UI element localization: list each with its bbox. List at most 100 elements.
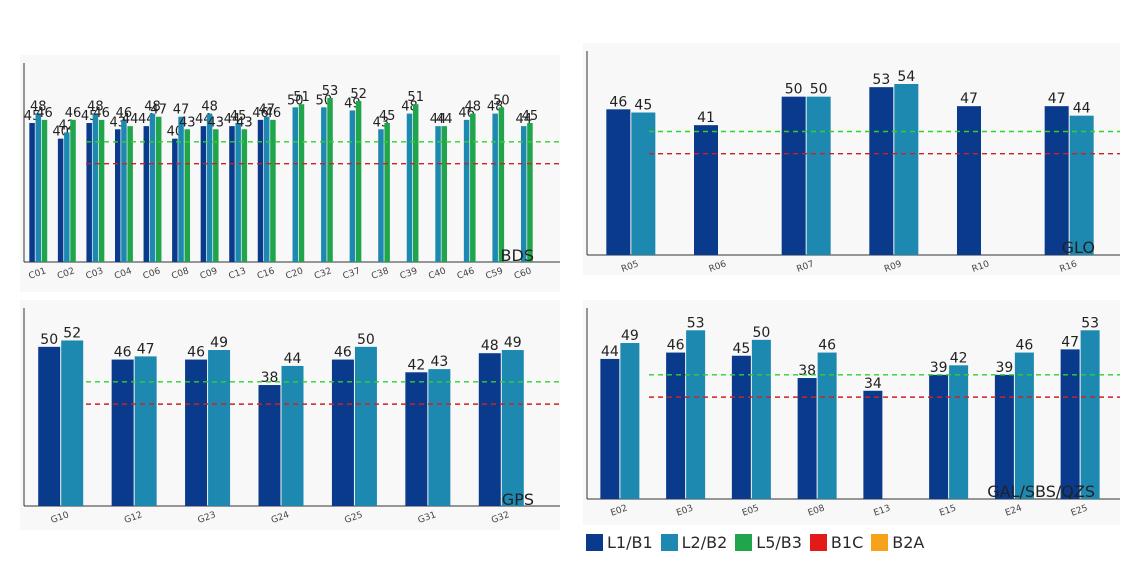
gps-value-label-G24-L1/B1: 38 — [261, 370, 279, 386]
bds-bar-C08-L5/B3 — [184, 129, 191, 262]
bds-panel: 45 48 46 C01 40 42 46 C02 45 48 46 C03 43 46 44 C04 44 48… — [20, 55, 560, 292]
gal-value-label-E25-L2/B2: 53 — [1081, 315, 1099, 331]
bds-value-label-C09-L2/B2: 48 — [201, 100, 218, 115]
legend-item-l5b3: L5/B3 — [735, 533, 802, 552]
bds-bar-C09-L5/B3 — [213, 129, 219, 262]
bds-value-label-C08-L5/B3: 43 — [179, 115, 196, 130]
gal-title: GAL/SBS/QZS — [987, 482, 1095, 501]
bds-value-label-C02-L5/B3: 46 — [65, 106, 82, 121]
gal-tick-E24: E24 — [1004, 503, 1024, 518]
glo-value-label-R07-L1/B1: 50 — [785, 82, 803, 98]
bds-bar-C03-L5/B3 — [98, 119, 105, 262]
bds-value-label-C01-L2/B2: 48 — [30, 100, 47, 115]
glo-value-label-R06-L1/B1: 41 — [697, 110, 715, 126]
gal-tick-E08: E08 — [807, 503, 827, 518]
gps-value-label-G31-L2/B2: 43 — [430, 354, 448, 370]
bds-bar-C06-L1/B1 — [143, 126, 150, 262]
glo-bar-R09-L1/B1 — [869, 87, 894, 255]
bds-bar-C02-L2/B2 — [64, 132, 70, 262]
gal-tick-E05: E05 — [741, 503, 761, 518]
gal-bar-E24-L1/B1 — [994, 374, 1014, 499]
glo-bar-R09-L2/B2 — [894, 84, 919, 255]
gal-value-label-E15-L1/B1: 39 — [930, 360, 948, 376]
gps-tick-G31: G31 — [417, 510, 438, 526]
bds-value-label-C08-L2/B2: 47 — [173, 103, 190, 118]
bds-value-label-C16-L5/B3: 46 — [265, 106, 282, 121]
bds-tick-C02: C02 — [56, 266, 76, 281]
bds-bar-C09-L2/B2 — [206, 113, 213, 262]
gps-bar-G25-L2/B2 — [354, 346, 377, 506]
bds-value-label-C40-L5/B3: 44 — [436, 112, 453, 127]
gal-bar-E15-L1/B1 — [929, 374, 949, 499]
gal-bar-E02-L2/B2 — [620, 343, 640, 499]
bds-bar-C20-L2/B2 — [292, 107, 299, 262]
legend: L1/B1 L2/B2 L5/B3 B1C B2A — [586, 529, 924, 555]
bds-bar-C06-L2/B2 — [149, 113, 156, 262]
bds-tick-C46: C46 — [456, 266, 476, 282]
bds-bar-C04-L5/B3 — [127, 126, 133, 262]
gal-value-label-E25-L1/B1: 47 — [1061, 334, 1079, 350]
bds-bar-C38-L2/B2 — [378, 129, 384, 262]
bds-tick-C37: C37 — [342, 266, 362, 281]
bds-bar-C37-L2/B2 — [349, 110, 356, 262]
bds-bar-C02-L5/B3 — [70, 119, 76, 262]
bds-tick-C01: C01 — [28, 266, 48, 281]
legend-label-l2b2: L2/B2 — [681, 532, 728, 552]
bds-value-label-C59-L5/B3: 50 — [493, 93, 510, 108]
bds-value-label-C40-L2/B2: 44 — [430, 112, 447, 127]
bds-tick-C32: C32 — [313, 266, 333, 281]
gps-bar-G32-L2/B2 — [501, 350, 524, 506]
gal-value-label-E03-L2/B2: 53 — [687, 315, 705, 331]
glo-value-label-R05-L1/B1: 46 — [609, 94, 627, 110]
gps-bar-G12-L1/B1 — [111, 359, 134, 506]
gal-bar-E13-L1/B1 — [863, 390, 883, 499]
glo-tick-R10: R10 — [971, 259, 991, 275]
bds-value-label-C38-L5/B3: 45 — [379, 109, 396, 124]
bds-value-label-C13-L5/B3: 43 — [236, 115, 253, 130]
gal-bar-E02-L1/B1 — [600, 358, 620, 499]
gps-bar-G10-L2/B2 — [61, 340, 84, 506]
gal-tick-E13: E13 — [872, 503, 892, 518]
glo-chart: 46 45 R05 41 R06 50 50 R07 53 54 R09 47 R10 47 44 R16 GL… — [586, 51, 1120, 275]
glo-value-label-R07-L2/B2: 50 — [810, 82, 828, 98]
gps-panel: 50 52 G10 46 47 G12 46 49 G23 38 44 G24 46 50 G25 42 43 G… — [20, 300, 560, 530]
gal-bar-E08-L1/B1 — [797, 378, 817, 499]
gps-tick-G25: G25 — [343, 510, 364, 526]
gps-value-label-G10-L2/B2: 52 — [63, 325, 81, 341]
glo-bar-R05-L2/B2 — [631, 112, 656, 255]
gal-bar-E08-L2/B2 — [817, 352, 837, 499]
gps-tick-G12: G12 — [123, 510, 144, 526]
glo-value-label-R09-L2/B2: 54 — [897, 69, 915, 85]
bds-bar-C16-L5/B3 — [270, 119, 276, 262]
glo-value-label-R16-L1/B1: 47 — [1048, 91, 1066, 107]
glo-value-label-R09-L1/B1: 53 — [872, 72, 890, 88]
bds-tick-C03: C03 — [85, 266, 105, 281]
glo-bar-R07-L1/B1 — [781, 96, 806, 255]
legend-item-b1c: B1C — [809, 533, 863, 552]
bds-bar-C59-L2/B2 — [492, 113, 498, 262]
gps-bar-G32-L1/B1 — [478, 353, 501, 506]
bds-bar-C46-L5/B3 — [470, 113, 476, 262]
glo-bar-R10-L1/B1 — [957, 106, 981, 255]
bds-bar-C38-L5/B3 — [384, 123, 390, 262]
legend-item-l2b2: L2/B2 — [660, 532, 728, 552]
bds-bar-C13-L1/B1 — [229, 126, 235, 262]
bds-tick-C09: C09 — [199, 266, 219, 282]
gps-bar-G23-L1/B1 — [185, 359, 208, 506]
glo-bar-R05-L1/B1 — [606, 109, 631, 255]
bds-bar-C13-L2/B2 — [235, 123, 241, 262]
bds-bar-C13-L5/B3 — [241, 129, 248, 262]
legend-swatch-l2b2 — [660, 533, 678, 551]
gps-value-label-G12-L2/B2: 47 — [137, 341, 155, 357]
bds-bar-C16-L1/B1 — [257, 119, 264, 262]
gal-bar-E15-L2/B2 — [949, 365, 969, 499]
bds-tick-C39: C39 — [399, 266, 419, 282]
bds-bar-C37-L5/B3 — [355, 101, 362, 262]
bds-value-label-C20-L5/B3: 51 — [293, 90, 310, 105]
bds-value-label-C01-L5/B3: 46 — [36, 106, 53, 121]
legend-item-l1b1: L1/B1 — [586, 533, 653, 552]
gal-value-label-E05-L1/B1: 45 — [732, 341, 750, 357]
legend-swatch-b1c — [809, 533, 827, 551]
bds-value-label-C06-L5/B3: 47 — [150, 103, 167, 118]
gps-bar-G10-L1/B1 — [38, 346, 61, 506]
